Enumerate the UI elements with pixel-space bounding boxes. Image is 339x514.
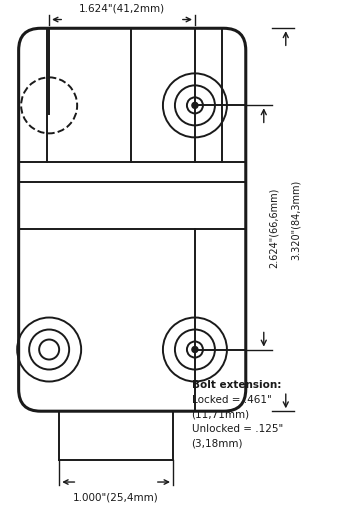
Text: Bolt extension:: Bolt extension: (192, 380, 281, 390)
Circle shape (175, 85, 215, 125)
Circle shape (192, 102, 198, 108)
Text: (11,71mm): (11,71mm) (192, 409, 250, 419)
Circle shape (29, 329, 69, 370)
Text: Locked = .461": Locked = .461" (192, 395, 271, 405)
Text: 1.000"(25,4mm): 1.000"(25,4mm) (73, 492, 159, 502)
Text: 2.624"(66,6mm): 2.624"(66,6mm) (269, 187, 279, 268)
Circle shape (175, 329, 215, 370)
Circle shape (192, 346, 198, 353)
Text: Unlocked = .125": Unlocked = .125" (192, 424, 283, 434)
Text: (3,18mm): (3,18mm) (192, 438, 243, 448)
Text: 3.320"(84,3mm): 3.320"(84,3mm) (291, 179, 301, 260)
Text: 1.624"(41,2mm): 1.624"(41,2mm) (79, 4, 165, 13)
PathPatch shape (19, 28, 246, 411)
